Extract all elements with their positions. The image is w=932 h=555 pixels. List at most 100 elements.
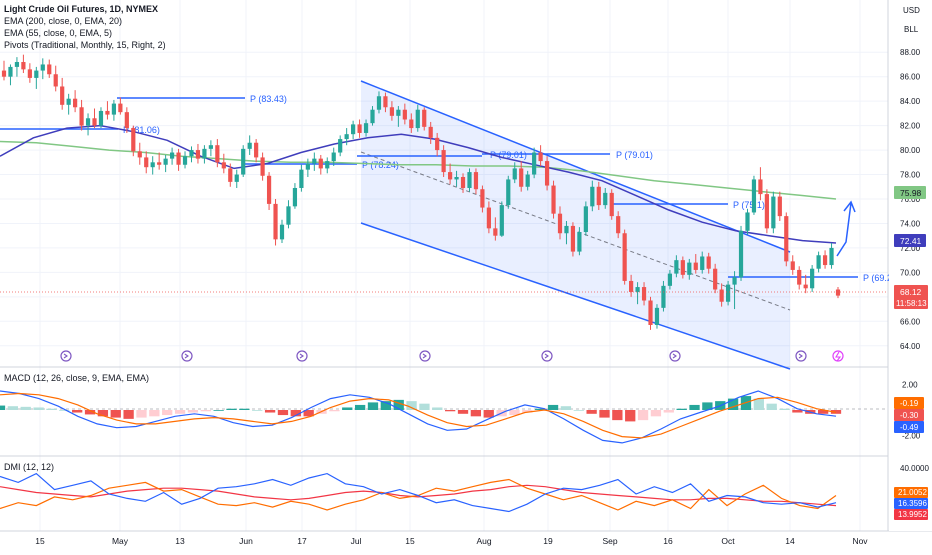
macd-line-tag-text: -0.49 [900, 423, 919, 432]
regression-channel[interactable] [360, 80, 791, 370]
candle [273, 203, 278, 240]
adx-line[interactable] [0, 484, 837, 507]
candle [693, 262, 698, 270]
candle [551, 185, 556, 214]
ema55-line[interactable] [0, 124, 837, 244]
price-tick-label: 64.00 [900, 342, 921, 351]
event-markers[interactable] [60, 350, 844, 362]
macd-bar [560, 406, 572, 410]
pivot-labels: P (83.43) P (81.06) P (78.24) P (79.01) … [123, 94, 900, 283]
dmi-plus-tag [894, 498, 928, 509]
candle [641, 287, 647, 301]
macd-bar [625, 410, 636, 422]
macd-bar [663, 410, 674, 413]
candle [661, 285, 666, 308]
candle [764, 194, 769, 229]
candle [810, 268, 815, 289]
channel-upper-line[interactable] [360, 80, 791, 253]
candle [124, 112, 129, 129]
macd-bar [419, 403, 430, 410]
time-axis[interactable]: 15 May 13 Jun 17 Jul 15 Aug 19 Sep 16 Oct 14 Nov [35, 536, 868, 546]
pivot-label: P (69.28) [863, 273, 900, 283]
dmi-minus-tag [894, 487, 928, 498]
candle [53, 74, 58, 87]
candle [331, 152, 336, 162]
legend[interactable]: Light Crude Oil Futures, 1D, NYMEX EMA (… [4, 4, 166, 50]
macd-bar [162, 410, 173, 416]
candle [822, 255, 828, 266]
channel-mid-line [360, 151, 791, 311]
candle [532, 152, 537, 175]
candle [34, 70, 39, 78]
macd-bar [457, 410, 469, 414]
channel-lower-line[interactable] [360, 222, 791, 370]
candle [797, 269, 802, 285]
candle [790, 261, 795, 270]
candle [234, 174, 239, 182]
macd-bar [586, 410, 597, 414]
unit-label[interactable]: BLL [904, 25, 919, 34]
macd-line[interactable] [0, 390, 837, 444]
candle [609, 192, 614, 217]
dmi-plus-line[interactable] [0, 472, 837, 513]
candle [279, 224, 285, 240]
event-icon [795, 350, 807, 362]
macd-bar [727, 398, 739, 410]
candle [687, 262, 692, 275]
candle [473, 172, 479, 190]
candle [835, 289, 841, 296]
candle [777, 196, 782, 217]
macd-bar [290, 410, 301, 417]
candle [583, 206, 588, 233]
time-tick-label: May [112, 536, 129, 546]
pivot-label: P (75.1) [733, 200, 765, 210]
price-tick-label: 88.00 [900, 48, 921, 57]
ema200-tag [894, 186, 926, 199]
currency-label[interactable]: USD [903, 6, 920, 15]
candle [486, 207, 491, 229]
candle [635, 287, 640, 292]
candle [577, 232, 582, 252]
candle [312, 158, 317, 164]
candle [47, 64, 52, 75]
macd-hist-tag [894, 409, 924, 421]
candle [254, 142, 259, 158]
candle [506, 179, 511, 206]
channel-fill [361, 81, 790, 369]
pivot-label: P (79.01) [490, 150, 527, 160]
candle [622, 233, 627, 281]
macd-tick-label: 2.00 [902, 381, 918, 390]
candle [654, 307, 660, 325]
macd-bar [432, 407, 443, 410]
candle [719, 289, 724, 302]
candle [603, 192, 608, 206]
macd-bar [20, 406, 31, 410]
candle [738, 230, 744, 278]
macd-bar [136, 410, 147, 418]
candle [816, 255, 821, 269]
macd-signal-line[interactable] [0, 392, 837, 439]
time-tick-label: Oct [721, 536, 735, 546]
price-axis[interactable]: 88.00 86.00 84.00 82.00 80.00 78.00 76.00 74.00… [900, 48, 921, 351]
macd-bar [110, 410, 121, 418]
legend-pivots: Pivots (Traditional, Monthly, 15, Right,… [4, 40, 166, 50]
candle [338, 139, 343, 153]
candle [680, 260, 685, 275]
candle [163, 158, 168, 165]
ema200-tag-text: 75.98 [900, 188, 922, 198]
candle [758, 179, 763, 195]
candle [157, 162, 162, 165]
candle [771, 196, 776, 229]
price-tick-label: 74.00 [900, 219, 921, 228]
candle [144, 157, 149, 168]
macd-bar [393, 399, 404, 410]
macd-bar [406, 401, 417, 410]
dmi-minus-tag-text: 21.0052 [898, 488, 927, 497]
forecast-arrow[interactable] [836, 200, 856, 257]
candle [557, 213, 563, 234]
macd-bar [689, 404, 700, 410]
macd-signal-tag [894, 397, 924, 409]
price-tick-label: 78.00 [900, 171, 921, 180]
candle [221, 162, 226, 169]
macd-bar [123, 410, 134, 419]
